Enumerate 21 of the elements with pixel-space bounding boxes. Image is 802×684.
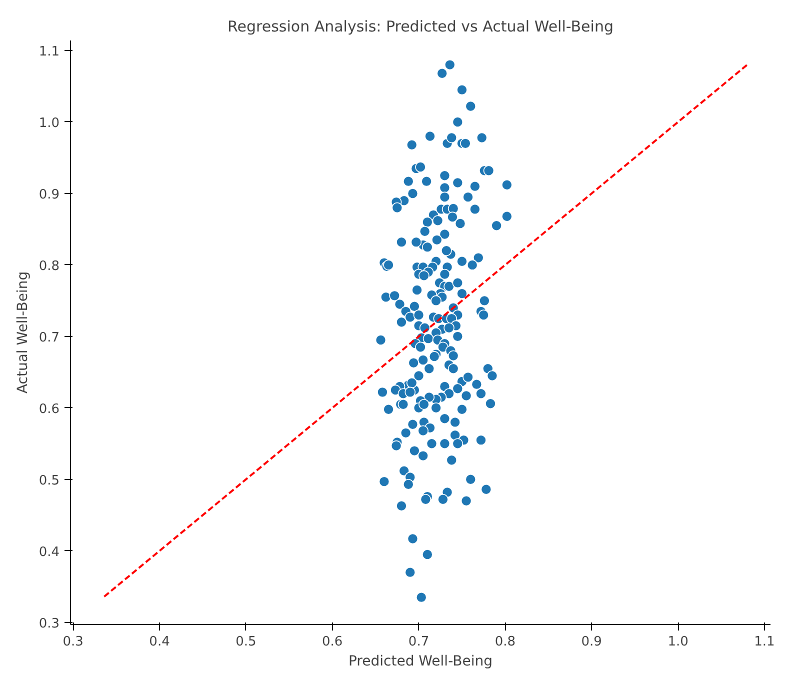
x-tick-label: 0.4 xyxy=(149,634,170,650)
y-tick-label: 0.9 xyxy=(38,187,60,202)
y-tick-label: 0.7 xyxy=(38,330,60,346)
y-axis-title: Actual Well-Being xyxy=(14,271,31,394)
x-tick-label: 0.6 xyxy=(322,634,343,650)
x-tick-label: 0.7 xyxy=(408,634,430,650)
y-tick-label: 0.5 xyxy=(38,473,60,488)
y-tick-label: 0.4 xyxy=(38,544,60,560)
y-tick-label: 0.6 xyxy=(38,402,60,417)
y-tick-label: 1.1 xyxy=(38,44,60,60)
x-tick-label: 0.3 xyxy=(62,634,84,650)
x-tick-label: 1.0 xyxy=(668,634,688,650)
x-tick-label: 1.1 xyxy=(754,634,775,650)
y-tick-label: 1.0 xyxy=(38,116,60,131)
x-tick-label: 0.8 xyxy=(494,634,516,650)
x-tick-label: 0.5 xyxy=(236,634,256,650)
chart-title: Regression Analysis: Predicted vs Actual Well-Being xyxy=(228,18,614,36)
x-axis-title: Predicted Well-Being xyxy=(348,654,493,670)
x-tick-label: 0.9 xyxy=(581,634,602,650)
y-tick-label: 0.3 xyxy=(38,616,60,632)
y-tick-label: 0.8 xyxy=(38,258,60,274)
